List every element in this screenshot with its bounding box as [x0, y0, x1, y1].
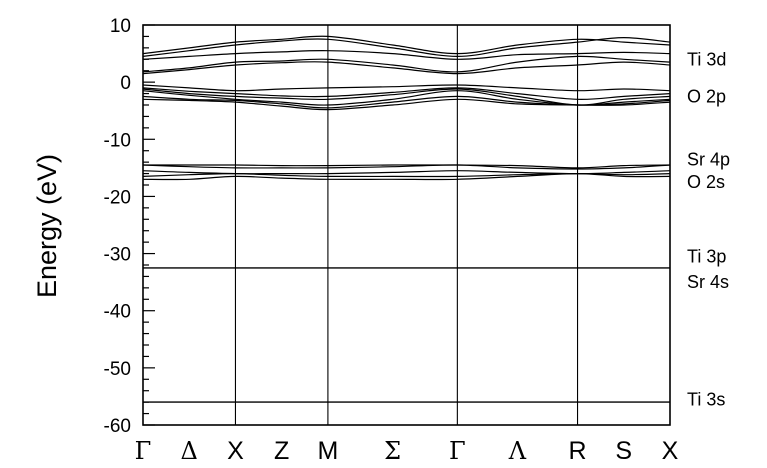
band-group-label: Ti 3s: [687, 389, 725, 409]
band-line: [143, 164, 671, 169]
band-line: [142, 35, 671, 55]
k-point-label: Z: [274, 437, 289, 465]
band-line: [142, 84, 671, 92]
band-group-label: Ti 3p: [687, 246, 726, 266]
y-tick-label: -40: [104, 302, 131, 323]
band-labels: Ti 3d O 2p Sr 4p O 2s Ti 3p Sr 4s Ti 3s: [687, 49, 730, 409]
k-point-label: X: [227, 437, 244, 465]
band-line: [142, 87, 671, 100]
high-symmetry-lines: [234, 25, 579, 425]
y-tick-label: -30: [104, 245, 131, 266]
k-point-label: Σ: [384, 437, 401, 465]
band-line: [142, 164, 671, 170]
k-point-label: R: [569, 437, 587, 465]
k-point-label: Λ: [508, 437, 527, 465]
bands: [142, 35, 671, 403]
y-tick-label: -10: [104, 130, 131, 151]
plot-frame: [142, 24, 671, 426]
band-group-label: Sr 4s: [687, 272, 729, 292]
band-line: [142, 172, 671, 181]
k-point-label: X: [662, 437, 679, 465]
band-group-label: O 2p: [687, 86, 726, 106]
band-group-label: Ti 3d: [687, 49, 726, 69]
band-line: [142, 50, 671, 60]
k-point-label: M: [317, 437, 338, 465]
y-tick-label: -60: [104, 416, 131, 437]
y-axis-ticks: [143, 24, 155, 426]
band-line: [142, 98, 671, 111]
band-group-label: O 2s: [687, 172, 725, 192]
y-axis-label: Energy (eV): [32, 154, 62, 298]
y-tick-label: 0: [120, 73, 131, 94]
k-point-label: Γ: [449, 437, 466, 465]
k-point-label: Δ: [181, 437, 198, 465]
band-line: [142, 55, 671, 73]
band-line: [142, 36, 671, 58]
y-tick-label: -50: [104, 359, 131, 380]
band-line: [142, 61, 671, 75]
band-group-label: Sr 4p: [687, 149, 730, 169]
k-point-label: S: [615, 437, 632, 465]
y-axis-tick-labels: 10 0 -10 -20 -30 -40 -50 -60: [104, 16, 131, 437]
y-tick-label: -20: [104, 187, 131, 208]
y-tick-label: 10: [110, 16, 131, 37]
k-point-label: Γ: [135, 437, 152, 465]
